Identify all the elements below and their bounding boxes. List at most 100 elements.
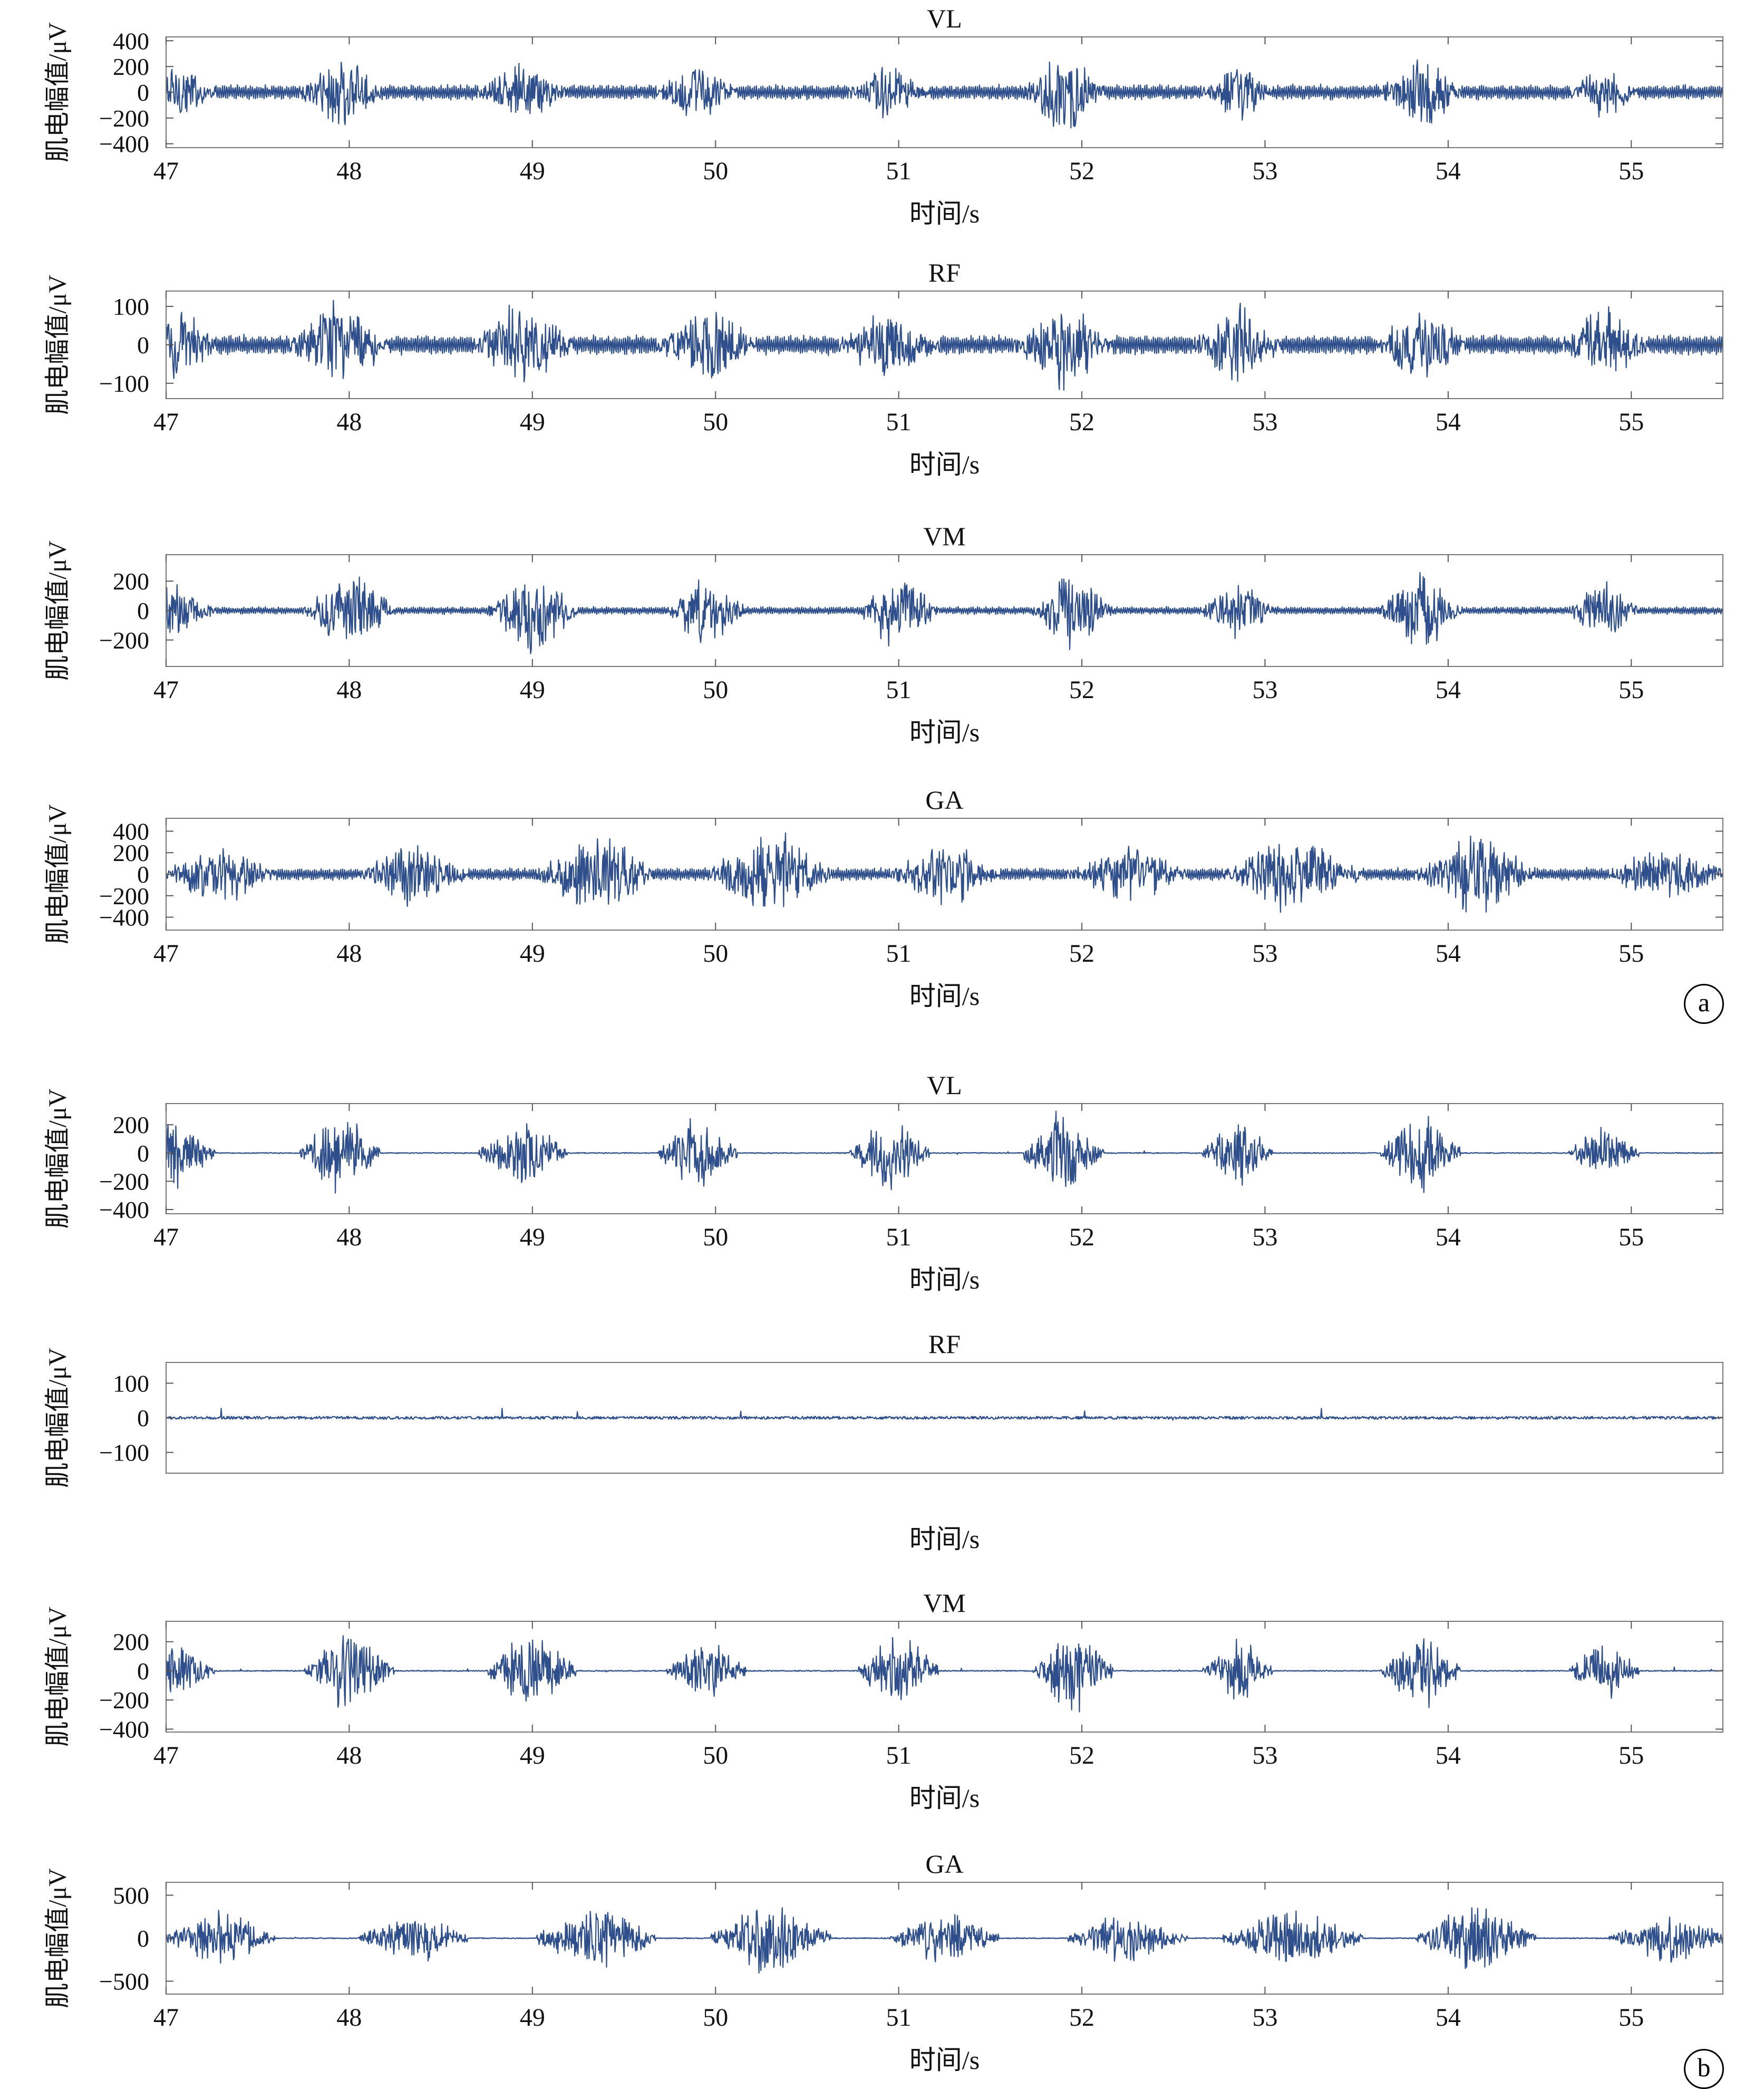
- x-tick-label: 55: [1618, 1223, 1644, 1251]
- x-tick-label: 52: [1069, 940, 1094, 968]
- x-tick-label: 51: [886, 676, 912, 704]
- y-tick-label: 200: [113, 1629, 149, 1656]
- emg-signal-line: [165, 1110, 1723, 1194]
- x-tick-label: 47: [153, 1223, 179, 1251]
- subplot-b-ga: 47 48 49 50 51 52 53 54 55 −500 0 500 GA 时间/s 肌电幅值/μV: [44, 1849, 1724, 2075]
- x-tick-label: 49: [520, 1742, 545, 1769]
- x-tick-label: 55: [1618, 1742, 1644, 1769]
- subplot-title: VL: [927, 1070, 962, 1100]
- x-tick-label: 50: [703, 2004, 728, 2032]
- y-tick-label: −100: [99, 370, 149, 397]
- x-tick-label: 48: [336, 157, 362, 185]
- x-tick-label: 48: [336, 1223, 362, 1251]
- x-tick-label: 50: [703, 940, 728, 968]
- emg-signal-line: [165, 572, 1724, 654]
- y-tick-label: 0: [137, 1925, 149, 1952]
- emg-signal-line: [166, 1408, 1723, 1421]
- x-tick-label: 54: [1436, 1223, 1461, 1251]
- x-tick-label: 52: [1069, 2004, 1094, 2032]
- x-tick-label: 47: [153, 1742, 179, 1769]
- x-tick-label: 48: [336, 676, 362, 704]
- panel-label-a: a: [1684, 984, 1724, 1024]
- y-axis-label: 肌电幅值/μV: [44, 1607, 72, 1747]
- x-tick-label: 49: [520, 1223, 545, 1251]
- y-tick-label: 0: [137, 1658, 149, 1685]
- y-tick-label: −200: [99, 105, 149, 132]
- x-tick-label: 50: [703, 1742, 728, 1769]
- x-tick-label: 51: [886, 157, 912, 185]
- plot-frame: [166, 1103, 1723, 1214]
- x-tick-label: 48: [336, 940, 362, 968]
- x-axis-label: 时间/s: [909, 718, 980, 747]
- y-tick-label: −400: [99, 904, 149, 931]
- x-tick-label: 55: [1618, 676, 1644, 704]
- x-tick-label: 52: [1069, 676, 1094, 704]
- y-tick-label: 100: [113, 293, 149, 320]
- subplot-title: GA: [925, 1849, 963, 1879]
- x-tick-label: 55: [1618, 408, 1644, 436]
- y-tick-label: 400: [113, 818, 149, 845]
- x-tick-label: 48: [336, 2004, 362, 2032]
- x-tick-label: 48: [336, 1742, 362, 1769]
- x-tick-label: 53: [1252, 940, 1277, 968]
- x-axis-label: 时间/s: [909, 199, 980, 228]
- y-tick-label: 100: [113, 1370, 149, 1397]
- x-tick-label: 48: [336, 408, 362, 436]
- x-tick-label: 50: [703, 408, 728, 436]
- y-tick-label: 0: [137, 79, 149, 106]
- x-tick-label: 50: [703, 157, 728, 185]
- x-tick-label: 51: [886, 1742, 912, 1769]
- subplot-title: RF: [928, 258, 961, 287]
- subplot-a-rf: 47 48 49 50 51 52 53 54 55 −100 0 100 RF 时间/s 肌电幅值/μV: [44, 258, 1724, 479]
- y-tick-label: 200: [113, 839, 149, 866]
- x-tick-label: 47: [153, 676, 179, 704]
- x-tick-label: 54: [1436, 2004, 1461, 2032]
- y-axis-label: 肌电幅值/μV: [44, 540, 72, 681]
- x-tick-label: 49: [520, 940, 545, 968]
- y-axis-label: 肌电幅值/μV: [44, 275, 72, 415]
- x-tick-label: 54: [1436, 676, 1461, 704]
- x-axis-label: 时间/s: [909, 1524, 980, 1554]
- y-tick-label: 500: [113, 1882, 149, 1909]
- y-tick-label: 0: [137, 597, 149, 624]
- subplot-title: VM: [923, 1588, 966, 1618]
- y-tick-label: 400: [113, 27, 149, 54]
- y-tick-label: −200: [99, 627, 149, 654]
- subplot-title: RF: [928, 1329, 961, 1359]
- x-tick-label: 53: [1252, 1223, 1277, 1251]
- x-tick-label: 47: [153, 2004, 179, 2032]
- emg-signal-line: [165, 59, 1724, 129]
- y-tick-label: 200: [113, 568, 149, 595]
- x-tick-label: 51: [886, 1223, 912, 1251]
- x-tick-label: 47: [153, 157, 179, 185]
- y-tick-label: 0: [137, 332, 149, 359]
- subplot-title: VM: [923, 521, 966, 551]
- y-axis-label: 肌电幅值/μV: [44, 1348, 72, 1488]
- x-tick-label: 50: [703, 676, 728, 704]
- x-axis-label: 时间/s: [909, 1265, 980, 1294]
- y-tick-label: −200: [99, 1687, 149, 1714]
- x-tick-label: 51: [886, 2004, 912, 2032]
- subplot-title: VL: [927, 4, 962, 33]
- x-tick-label: 52: [1069, 1742, 1094, 1769]
- x-axis-label: 时间/s: [909, 450, 980, 479]
- x-tick-label: 52: [1069, 1223, 1094, 1251]
- y-axis-label: 肌电幅值/μV: [44, 804, 72, 944]
- x-tick-label: 55: [1618, 940, 1644, 968]
- x-tick-label: 51: [886, 408, 912, 436]
- x-tick-label: 47: [153, 408, 179, 436]
- y-axis-label: 肌电幅值/μV: [44, 1088, 72, 1229]
- emg-signal-line: [165, 832, 1723, 913]
- emg-signal-line: [165, 299, 1724, 391]
- y-tick-label: 0: [137, 1140, 149, 1167]
- y-tick-label: −400: [99, 1196, 149, 1223]
- y-tick-label: −400: [99, 131, 149, 158]
- x-axis-label: 时间/s: [909, 981, 980, 1011]
- subplot-title: GA: [925, 785, 963, 815]
- y-tick-label: −200: [99, 883, 149, 910]
- panel-label-b: b: [1684, 2049, 1724, 2089]
- y-tick-label: −200: [99, 1168, 149, 1195]
